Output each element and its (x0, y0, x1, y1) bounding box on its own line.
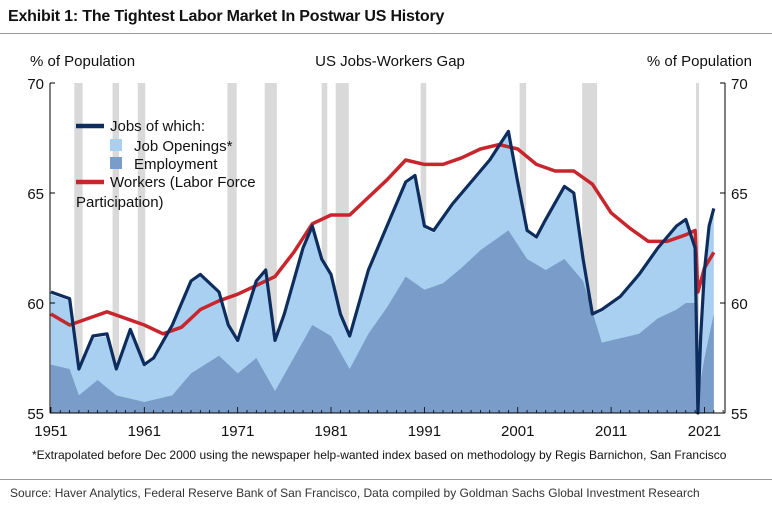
recession-band-1 (112, 83, 120, 413)
y-tick-label-left: 65 (27, 186, 44, 203)
x-tick-label: 2011 (595, 423, 627, 440)
y-tick-label-right: 60 (731, 296, 748, 313)
recession-band-5 (321, 83, 328, 413)
legend-label: Job Openings* (134, 138, 233, 155)
y-axis-label-right: % of Population (647, 53, 752, 70)
jobs-line (50, 129, 716, 415)
y-tick-label-right: 65 (731, 186, 748, 203)
x-tick-label: 2001 (501, 423, 534, 440)
legend: Jobs of which: Job Openings*EmploymentWor… (76, 118, 256, 211)
y-tick-label-right: 55 (731, 406, 748, 423)
source-note: Source: Haver Analytics, Federal Reserve… (10, 486, 700, 500)
recession-band-0 (74, 83, 83, 413)
legend-label: Employment (134, 156, 218, 173)
legend-label: Jobs of which: (110, 118, 205, 135)
chart-title: US Jobs-Workers Gap (315, 53, 465, 70)
line-series (50, 129, 716, 415)
x-tick-label: 1971 (221, 423, 254, 440)
legend-swatch-area (110, 157, 122, 169)
legend-swatch-area (110, 139, 122, 151)
y-tick-label-left: 70 (27, 76, 44, 93)
legend-label: Workers (Labor Force (110, 174, 256, 191)
y-tick-label-left: 55 (27, 406, 44, 423)
x-tick-label: 2021 (688, 423, 721, 440)
recession-band-3 (227, 83, 237, 413)
x-tick-label: 1981 (314, 423, 347, 440)
x-tick-label: 1991 (408, 423, 441, 440)
x-tick-label: 1961 (128, 423, 161, 440)
axes: 55 55 60 60 65 65 70 70 1951 1961 1971 1981 1991 2001… (27, 76, 747, 440)
employment-area (50, 230, 714, 413)
y-tick-label-left: 60 (27, 296, 44, 313)
y-axis-label-left: % of Population (30, 53, 135, 70)
y-tick-label-right: 70 (731, 76, 748, 93)
source-divider (0, 479, 772, 480)
legend-label: Participation) (76, 194, 164, 211)
area-series (50, 133, 714, 413)
exhibit-title: Exhibit 1: The Tightest Labor Market In … (8, 8, 445, 25)
footnote: *Extrapolated before Dec 2000 using the … (32, 448, 727, 462)
x-tick-label: 1951 (34, 423, 67, 440)
title-divider (0, 33, 772, 34)
recession-band-2 (137, 83, 146, 413)
